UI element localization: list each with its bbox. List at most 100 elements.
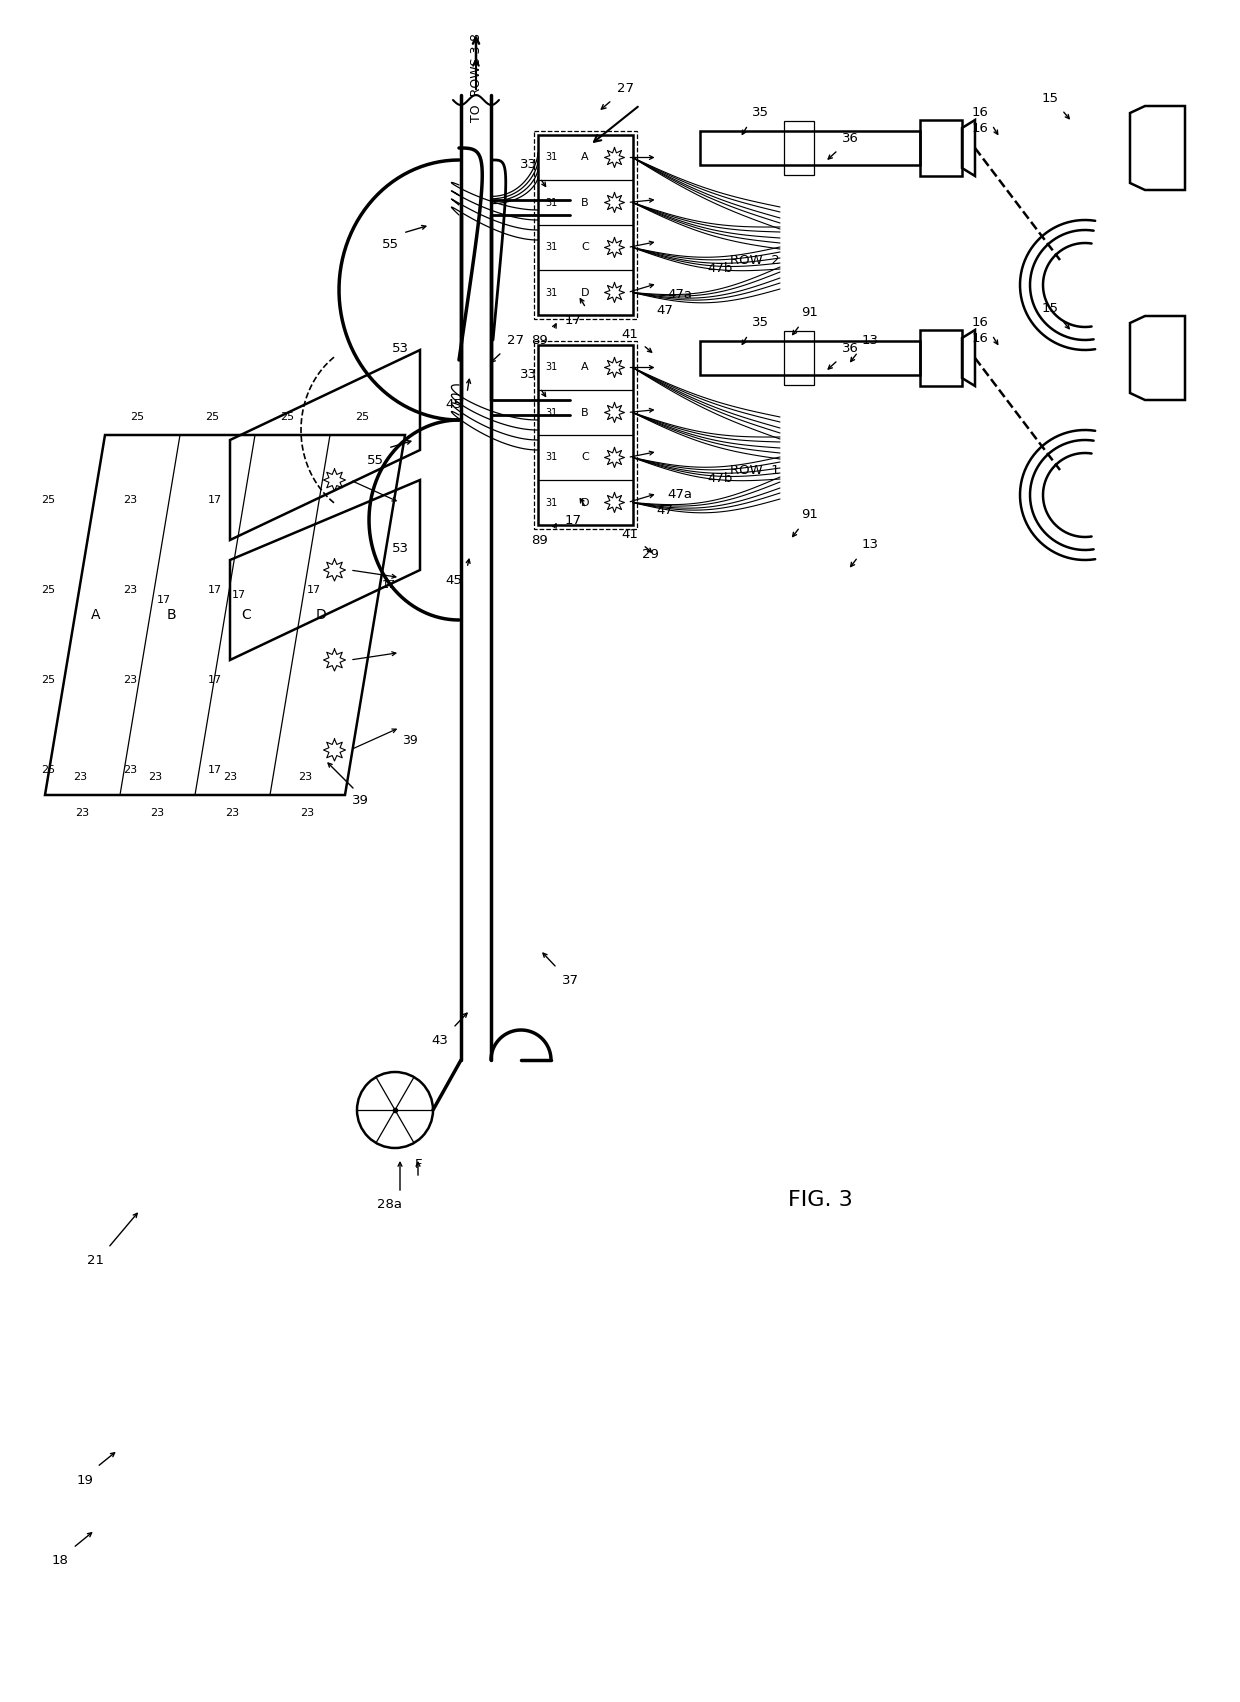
Text: 25: 25 [41,764,55,774]
Text: 17: 17 [208,764,222,774]
Text: 47b: 47b [707,262,733,274]
Text: 35: 35 [751,107,769,119]
Text: 23: 23 [226,808,239,819]
Text: 41: 41 [621,328,639,342]
Text: 53: 53 [392,342,408,354]
Text: 23: 23 [123,764,138,774]
Text: 31: 31 [546,453,558,463]
Text: 25: 25 [280,412,295,422]
Text: 36: 36 [842,342,858,354]
Text: 23: 23 [299,773,312,781]
Text: 15: 15 [1042,92,1059,104]
Text: TO  ROWS 3-8: TO ROWS 3-8 [470,34,482,123]
Text: 91: 91 [801,509,818,521]
Bar [533,340,636,529]
Text: 31: 31 [546,288,558,298]
Text: 13: 13 [862,538,878,551]
Text: 31: 31 [546,363,558,373]
Text: 36: 36 [842,131,858,145]
Text: 16: 16 [972,107,988,119]
Text: C: C [582,242,589,252]
Text: B: B [166,608,176,621]
Text: 43: 43 [432,1033,449,1047]
Text: C: C [582,453,589,463]
Text: 23: 23 [223,773,238,781]
Text: 16: 16 [972,332,988,344]
Bar [920,330,962,386]
Text: 41: 41 [621,529,639,541]
Text: 23: 23 [150,808,165,819]
Bar [784,121,815,175]
Text: A: A [582,153,589,162]
Text: 25: 25 [41,585,55,596]
Text: ROW  2: ROW 2 [730,254,780,267]
Text: D: D [580,288,589,298]
Text: 27: 27 [616,82,634,95]
Text: 23: 23 [300,808,315,819]
Text: 28a: 28a [377,1198,403,1212]
Text: 17: 17 [564,313,582,327]
Text: B: B [582,197,589,208]
Text: 37: 37 [562,974,579,987]
Bar [701,340,920,374]
Text: 25: 25 [356,412,370,422]
Text: 17: 17 [308,585,321,596]
Text: FIG. 3: FIG. 3 [787,1190,852,1210]
Text: 25: 25 [130,412,145,422]
Text: 16: 16 [972,317,988,330]
Text: 47b: 47b [707,471,733,485]
Text: 47: 47 [656,504,673,516]
Text: 23: 23 [76,808,89,819]
Text: 53: 53 [392,541,408,555]
Text: D: D [316,608,326,621]
Text: C: C [241,608,250,621]
Bar [537,346,632,524]
Text: 39: 39 [352,793,368,807]
Text: 17: 17 [208,585,222,596]
Text: A: A [582,363,589,373]
Text: 29: 29 [641,548,658,562]
Text: 23: 23 [123,585,138,596]
Text: 31: 31 [546,497,558,507]
Text: 55: 55 [382,238,398,252]
Bar [784,330,815,385]
Text: 47: 47 [656,303,673,317]
Text: 17: 17 [208,495,222,505]
Text: 25: 25 [206,412,219,422]
Text: 47a: 47a [667,488,692,502]
Text: 33: 33 [520,158,537,172]
Text: 25: 25 [41,495,55,505]
Text: 23: 23 [149,773,162,781]
Text: 17: 17 [564,514,582,526]
Text: 55: 55 [367,453,383,466]
Text: 21: 21 [87,1253,103,1266]
Text: B: B [582,407,589,417]
Text: 33: 33 [520,369,537,381]
Text: 15: 15 [1042,301,1059,315]
Bar [533,131,636,318]
Text: ROW  1: ROW 1 [730,463,780,477]
Text: 35: 35 [751,317,769,330]
Text: 23: 23 [123,676,138,684]
Text: 13: 13 [862,334,878,347]
Text: D: D [580,497,589,507]
Bar [537,134,632,315]
Text: 17: 17 [382,580,397,591]
Text: 39: 39 [402,734,418,747]
Text: 27: 27 [506,334,523,347]
Text: 91: 91 [801,306,818,320]
Text: A: A [92,608,100,621]
Text: 31: 31 [546,407,558,417]
Text: 23: 23 [123,495,138,505]
Text: 47a: 47a [667,289,692,301]
Text: 19: 19 [77,1474,93,1486]
Text: 45: 45 [445,398,463,412]
Text: 89: 89 [532,533,548,546]
Text: 17: 17 [157,596,171,604]
Text: 17: 17 [208,676,222,684]
Text: 45: 45 [445,574,463,587]
Bar [701,131,920,165]
Text: 31: 31 [546,197,558,208]
Text: 89: 89 [532,334,548,347]
Bar [920,121,962,175]
